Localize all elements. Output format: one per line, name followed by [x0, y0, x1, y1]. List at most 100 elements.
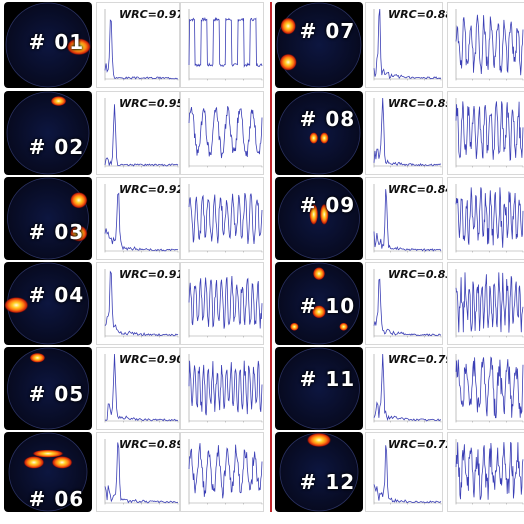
mode-number-label: # 07 — [299, 19, 356, 44]
power-spectrum-trace — [104, 104, 179, 167]
power-spectrum-svg — [104, 184, 179, 253]
time-signal-trace — [455, 187, 524, 248]
mode-pattern-11: # 11 — [275, 347, 363, 430]
intensity-lobe — [309, 203, 319, 226]
mode-pattern-3: # 03 — [4, 177, 92, 260]
power-spectrum-plot-1: WRC=0.9735 — [96, 2, 199, 88]
mode-number-label: # 12 — [299, 469, 356, 494]
time-signal-trace — [455, 101, 524, 162]
time-signal-trace — [455, 442, 524, 500]
power-spectrum-plot-9: WRC=0.8464 — [365, 177, 468, 260]
column-divider — [270, 2, 272, 512]
mode-field-svg — [278, 262, 360, 345]
mode-number-label: # 08 — [299, 106, 356, 131]
mode-field-svg — [277, 91, 361, 175]
mode-field-svg — [8, 432, 88, 512]
time-signal-axes — [455, 98, 523, 167]
wrc-value: WRC=0.9233 — [119, 183, 200, 196]
power-spectrum-svg — [104, 9, 179, 81]
time-signal-plot-8 — [447, 91, 524, 175]
time-signal-svg — [455, 9, 524, 81]
power-spectrum-trace — [373, 353, 442, 422]
time-signal-svg — [455, 184, 524, 253]
power-spectrum-svg — [104, 269, 179, 338]
power-spectrum-plot-12: WRC=0.7208 — [365, 432, 468, 512]
power-spectrum-trace — [104, 442, 179, 504]
fiber-core — [278, 262, 360, 345]
power-spectrum-svg — [373, 97, 442, 168]
intensity-lobe — [51, 456, 73, 469]
power-spectrum-plot-8: WRC=0.8547 — [365, 91, 468, 175]
time-signal-plot-4 — [180, 262, 264, 345]
mode-number-label: # 04 — [28, 282, 85, 307]
power-spectrum-plot-3: WRC=0.9233 — [96, 177, 199, 260]
time-signal-svg — [455, 269, 524, 338]
time-signal-svg — [455, 439, 524, 505]
time-signal-plot-9 — [447, 177, 524, 260]
mode-pattern-12: # 12 — [275, 432, 363, 512]
time-signal-trace — [188, 192, 263, 245]
power-spectrum-trace — [104, 270, 179, 337]
mode-field-svg — [4, 262, 89, 345]
time-signal-svg — [188, 98, 263, 168]
time-signal-svg — [455, 354, 524, 423]
power-spectrum-svg — [104, 439, 179, 505]
time-signal-plot-11 — [447, 347, 524, 430]
power-spectrum-trace — [104, 19, 179, 80]
time-signal-plot-5 — [180, 347, 264, 430]
time-signal-svg — [188, 269, 263, 338]
power-spectrum-trace — [373, 8, 442, 80]
intensity-lobe — [319, 132, 329, 144]
mode-number-label: # 06 — [28, 487, 85, 512]
power-spectrum-svg — [373, 8, 442, 81]
mode-pattern-10: # 10 — [275, 262, 363, 345]
intensity-lobe — [32, 449, 64, 458]
mode-pattern-5: # 05 — [4, 347, 92, 430]
fiber-core — [276, 2, 362, 88]
power-spectrum-svg — [373, 184, 442, 253]
intensity-lobe — [29, 352, 46, 363]
mode-field-svg — [279, 432, 359, 512]
time-signal-plot-6 — [180, 432, 264, 512]
power-spectrum-trace — [373, 445, 442, 504]
wrc-value: WRC=0.9568 — [119, 97, 200, 110]
power-spectrum-plot-4: WRC=0.9107 — [96, 262, 199, 345]
intensity-lobe — [280, 17, 297, 35]
time-signal-trace — [455, 356, 524, 419]
power-spectrum-trace — [104, 192, 179, 252]
mode-number-label: # 11 — [299, 366, 356, 391]
time-signal-axes — [188, 98, 262, 167]
intensity-lobe — [339, 322, 349, 331]
mode-pattern-9: # 09 — [275, 177, 363, 260]
power-spectrum-svg — [104, 353, 179, 423]
power-spectrum-plot-7: WRC=0.8839 — [365, 2, 468, 88]
mode-number-label: # 05 — [28, 381, 85, 406]
fiber-core — [278, 177, 360, 260]
time-signal-plot-12 — [447, 432, 524, 512]
power-spectrum-plot-6: WRC=0.8973 — [96, 432, 199, 512]
intensity-lobe — [66, 38, 92, 56]
power-spectrum-svg — [373, 269, 442, 338]
power-spectrum-plot-11: WRC=0.7946 — [365, 347, 468, 430]
intensity-lobe — [312, 266, 326, 281]
power-spectrum-plot-10: WRC=0.8357 — [365, 262, 468, 345]
intensity-lobe — [23, 456, 45, 469]
power-spectrum-trace — [373, 97, 442, 167]
mode-field-svg — [7, 177, 89, 260]
intensity-lobe — [319, 203, 329, 226]
intensity-lobe — [70, 191, 88, 209]
power-spectrum-trace — [373, 278, 442, 337]
time-signal-trace — [188, 360, 263, 416]
wrc-value: WRC=0.9735 — [119, 8, 200, 21]
mode-field-svg — [278, 347, 360, 430]
power-spectrum-trace — [104, 353, 179, 422]
fiber-core — [278, 347, 360, 430]
fiber-core — [7, 177, 89, 260]
mode-field-svg — [5, 2, 92, 88]
intensity-lobe — [70, 225, 88, 242]
time-signal-trace — [188, 275, 263, 329]
mode-number-label: # 09 — [299, 192, 356, 217]
intensity-lobe — [50, 96, 67, 107]
mode-pattern-8: # 08 — [275, 91, 363, 175]
time-signal-plot-10 — [447, 262, 524, 345]
